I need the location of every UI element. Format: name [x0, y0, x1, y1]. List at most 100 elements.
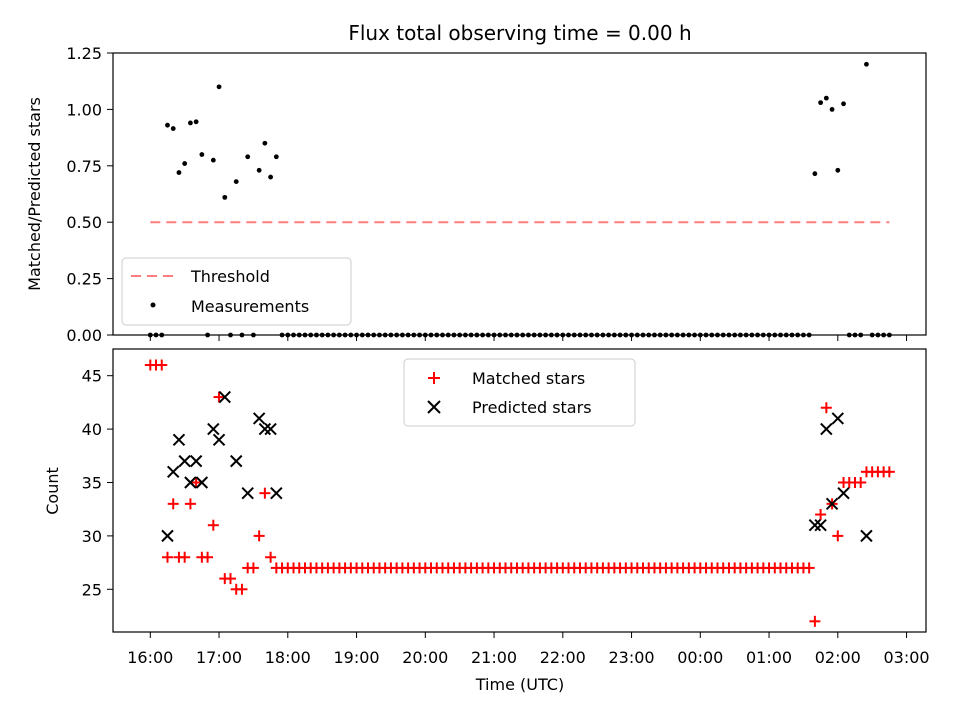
bottom-y-tick-label: 40 [82, 420, 102, 439]
measurement-point [210, 157, 216, 163]
x-tick-label: 20:00 [402, 648, 448, 667]
measurement-point [176, 170, 182, 175]
measurement-point [199, 152, 205, 157]
matched-point [190, 476, 202, 488]
bottom-plot-frame [112, 348, 927, 633]
x-axis-label: Time (UTC) [475, 675, 564, 694]
x-tick-label: 22:00 [540, 648, 586, 667]
measurement-point [273, 154, 279, 160]
bottom-y-axis: 25 30 35 40 45 [82, 367, 113, 599]
measurement-point [829, 107, 835, 112]
matched-point [184, 498, 196, 510]
predicted-point [167, 465, 180, 479]
matched-point [156, 359, 168, 371]
matched-point [815, 509, 827, 521]
predicted-point [212, 433, 226, 446]
legend-measurements-swatch [150, 302, 156, 308]
x-tick-label: 23:00 [608, 648, 654, 667]
matched-point [883, 466, 895, 478]
matched-point [236, 583, 248, 595]
matched-point [265, 551, 277, 563]
legend-matched-label: Matched stars [472, 369, 585, 388]
top-y-axis-label: Matched/Predicted stars [25, 97, 44, 291]
predicted-point [820, 422, 833, 436]
top-y-tick-label: 0.00 [66, 326, 102, 345]
predicted-point [184, 476, 197, 489]
predicted-points [161, 390, 873, 543]
x-tick-label: 17:00 [196, 648, 242, 667]
top-legend: Threshold Measurements [121, 257, 352, 326]
predicted-point [161, 529, 174, 543]
predicted-point [241, 486, 254, 500]
measurement-point [245, 154, 251, 160]
bottom-legend: Matched stars Predicted stars [403, 358, 636, 427]
x-tick-label: 02:00 [815, 648, 861, 667]
measurement-point [262, 140, 268, 146]
legend-predicted-swatch [427, 400, 441, 414]
measurement-point [812, 171, 818, 177]
matched-point [259, 487, 271, 499]
top-y-tick-label: 0.25 [66, 270, 102, 289]
legend-matched-swatch [428, 372, 440, 384]
top-y-tick-label: 1.25 [66, 44, 102, 63]
matched-point [225, 573, 237, 585]
top-legend-box [121, 257, 352, 326]
top-y-tick-label: 0.50 [66, 213, 102, 232]
predicted-point [218, 390, 231, 404]
chart-title: Flux total observing time = 0.00 h [348, 21, 691, 45]
predicted-point [825, 497, 839, 511]
measurement-point [222, 194, 228, 200]
measurement-point [818, 100, 824, 106]
measurement-point [165, 122, 170, 128]
matched-point [247, 562, 259, 574]
matched-point [207, 519, 219, 531]
predicted-point [195, 476, 209, 489]
measurement-point [256, 167, 262, 173]
matched-point [809, 615, 821, 627]
predicted-point [264, 422, 277, 436]
x-tick-label: 19:00 [333, 648, 379, 667]
matched-point [832, 530, 844, 542]
x-tick-label: 16:00 [127, 648, 173, 667]
top-y-tick-label: 1.00 [66, 100, 102, 119]
x-tick-label: 21:00 [471, 648, 517, 667]
measurement-point [216, 84, 222, 90]
matched-point [253, 530, 265, 542]
matched-point [179, 551, 191, 563]
predicted-point [270, 486, 283, 500]
predicted-point [189, 454, 203, 468]
x-tick-label: 00:00 [677, 648, 723, 667]
measurement-point [188, 120, 193, 126]
measurement-point [823, 95, 829, 101]
predicted-point [172, 433, 186, 446]
top-y-axis: 0.00 0.25 0.50 0.75 1.00 1.25 [66, 44, 113, 345]
measurement-point [864, 61, 869, 67]
top-plot-frame [112, 52, 927, 336]
top-panel: 0.00 0.25 0.50 0.75 1.00 1.25 Matched/Predict… [25, 44, 927, 345]
legend-predicted-label: Predicted stars [472, 398, 592, 417]
measurement-point [182, 161, 188, 166]
bottom-legend-box [403, 358, 636, 427]
matched-point [855, 476, 867, 488]
predicted-point [860, 529, 873, 543]
x-tick-label: 03:00 [883, 648, 929, 667]
predicted-point [252, 412, 266, 425]
predicted-point [808, 519, 822, 532]
legend-threshold-label: Threshold [190, 267, 270, 286]
measurement-point [193, 119, 199, 125]
measurement-point [835, 167, 841, 173]
predicted-point [831, 412, 845, 425]
bottom-y-axis-label: Count [43, 467, 62, 515]
predicted-point [837, 486, 850, 500]
predicted-point [258, 422, 272, 436]
measurement-point [268, 174, 274, 180]
bottom-panel: 25 30 35 40 45 16:00 17:00 18:00 19:00 20:00 21:0… [43, 348, 930, 694]
bottom-y-tick-label: 30 [82, 527, 102, 546]
measurement-point [841, 101, 846, 107]
measurement-point [233, 179, 239, 184]
x-tick-label: 18:00 [265, 648, 311, 667]
predicted-point [814, 519, 827, 532]
matched-point [803, 562, 815, 574]
measurement-point [170, 126, 176, 131]
